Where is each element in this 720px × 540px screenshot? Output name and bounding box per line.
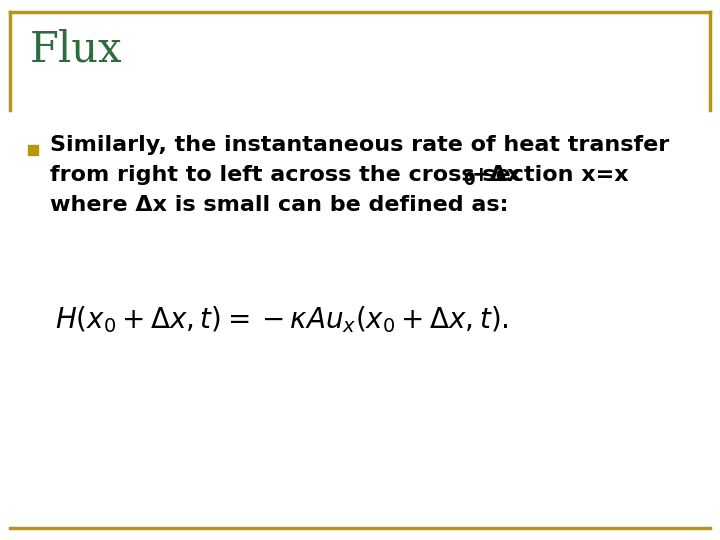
Text: where Δx is small can be defined as:: where Δx is small can be defined as: — [50, 195, 508, 215]
Text: 0: 0 — [464, 171, 475, 189]
Text: +Δx: +Δx — [472, 165, 522, 185]
Bar — [28, 145, 38, 155]
Text: from right to left across the cross section x=x: from right to left across the cross sect… — [50, 165, 629, 185]
Text: Flux: Flux — [30, 29, 122, 71]
Text: $H(x_0 + \Delta x, t) = -\kappa A u_x(x_0 + \Delta x, t).$: $H(x_0 + \Delta x, t) = -\kappa A u_x(x_… — [55, 305, 509, 335]
Text: Similarly, the instantaneous rate of heat transfer: Similarly, the instantaneous rate of hea… — [50, 135, 670, 155]
